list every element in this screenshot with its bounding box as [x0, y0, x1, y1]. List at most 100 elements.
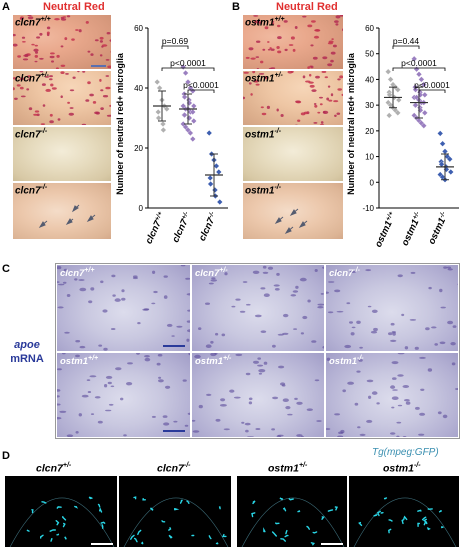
apoe-cell — [397, 374, 404, 377]
gfp-cell — [417, 522, 420, 527]
gfp-cell — [376, 510, 381, 517]
apoe-cell — [390, 432, 396, 435]
apoe-cell — [326, 428, 331, 430]
apoe-cell — [221, 333, 226, 337]
apoe-image: clcn7-/- — [325, 264, 459, 352]
genotype-label: ostm1-/- — [383, 462, 421, 475]
neutral-red-image: clcn7+/- — [12, 70, 112, 126]
microglia-cell — [245, 56, 250, 59]
microglia-cell — [105, 86, 111, 90]
microglia-cell — [321, 71, 327, 73]
apoe-cell — [198, 404, 203, 409]
apoe-cell — [194, 354, 201, 359]
gfp-cell — [426, 527, 431, 531]
apoe-cell — [94, 396, 101, 399]
microglia-cell — [268, 67, 273, 69]
apoe-cell — [75, 354, 80, 358]
microglia-cell — [34, 54, 38, 58]
apoe-cell — [439, 288, 443, 293]
gfp-cell — [388, 519, 393, 522]
apoe-cell — [306, 408, 313, 411]
apoe-cell — [90, 287, 95, 291]
microglia-cell — [13, 43, 18, 47]
x-tick-label: clcn7+/- — [170, 210, 194, 244]
microglia-cell — [35, 51, 38, 54]
microglia-cell — [14, 97, 18, 100]
apoe-cell — [105, 409, 112, 412]
arrows — [274, 208, 308, 235]
microglia-cell — [332, 44, 337, 48]
data-point — [412, 86, 419, 93]
p-value-label: p=0.69 — [162, 36, 189, 46]
apoe-cell — [57, 306, 64, 309]
apoe-cell — [120, 397, 124, 401]
apoe-cell — [57, 266, 62, 270]
microglia-cell — [106, 114, 111, 117]
microglia-cell — [33, 48, 39, 52]
microglia-cell — [335, 23, 339, 26]
apoe-cell — [162, 415, 168, 418]
apoe-cell — [208, 282, 214, 285]
apoe-cell — [151, 415, 156, 418]
neutral-red-image: ostm1+/+ — [242, 14, 344, 70]
apoe-cell — [78, 279, 85, 281]
scale-bar — [163, 430, 185, 432]
apoe-cell — [272, 344, 276, 348]
apoe-cell — [414, 346, 419, 350]
gfp-cell — [186, 500, 190, 504]
microglia-cell — [105, 59, 110, 61]
data-point — [447, 168, 454, 176]
apoe-cell — [79, 287, 87, 292]
microglia-cell — [276, 46, 280, 49]
significance-bracket — [161, 45, 189, 49]
gfp-image — [236, 475, 348, 548]
microglia-cell — [261, 112, 267, 116]
apoe-cell — [115, 367, 122, 371]
apoe-cell — [283, 313, 289, 318]
apoe-cell — [366, 379, 374, 383]
genotype-label: clcn7+/+ — [60, 267, 95, 280]
apoe-cell — [295, 285, 299, 289]
apoe-cell — [158, 376, 162, 379]
apoe-cell — [425, 327, 430, 331]
apoe-cell — [231, 305, 236, 308]
apoe-cell — [252, 270, 260, 274]
data-point — [411, 55, 418, 62]
gfp-cell — [222, 533, 227, 538]
p-value-label: p=0.44 — [393, 36, 420, 46]
apoe-cell — [263, 293, 270, 297]
apoe-cell — [371, 391, 378, 395]
microglia-cell — [314, 29, 320, 32]
microglia-cell — [64, 37, 68, 41]
data-point — [154, 78, 161, 86]
apoe-cell — [205, 302, 210, 305]
data-point — [395, 96, 402, 104]
apoe-cell — [219, 404, 227, 407]
microglia-cell — [336, 112, 341, 115]
genotype-label: ostm1+/- — [268, 462, 308, 475]
y-tick-label: 40 — [134, 84, 143, 93]
microglia-cell — [337, 78, 341, 81]
apoe-cell — [102, 309, 108, 313]
microglia-cell — [313, 103, 317, 105]
apoe-mrna-label: apoe mRNA — [10, 339, 44, 365]
genotype-label: clcn7-/- — [15, 128, 48, 141]
neutral-red-image: ostm1-/- — [242, 126, 344, 182]
gfp-cell — [26, 529, 30, 532]
apoe-cell — [62, 281, 67, 284]
microglia-cell — [102, 95, 109, 98]
p-value-label: p<0.0001 — [401, 58, 437, 68]
data-point — [421, 109, 428, 116]
panel-b-title: Neutral Red — [276, 1, 338, 13]
apoe-cell — [171, 335, 175, 337]
microglia-cell — [51, 60, 54, 63]
microglia-cell — [283, 20, 288, 23]
gfp-cell — [283, 507, 287, 512]
microglia-cell — [255, 83, 260, 86]
panel-label-b: B — [232, 1, 240, 13]
microglia-cell — [284, 48, 288, 52]
microglia-cell — [55, 67, 59, 69]
apoe-cell — [157, 353, 163, 357]
microglia-cell — [60, 71, 65, 74]
apoe-cell — [187, 309, 190, 312]
